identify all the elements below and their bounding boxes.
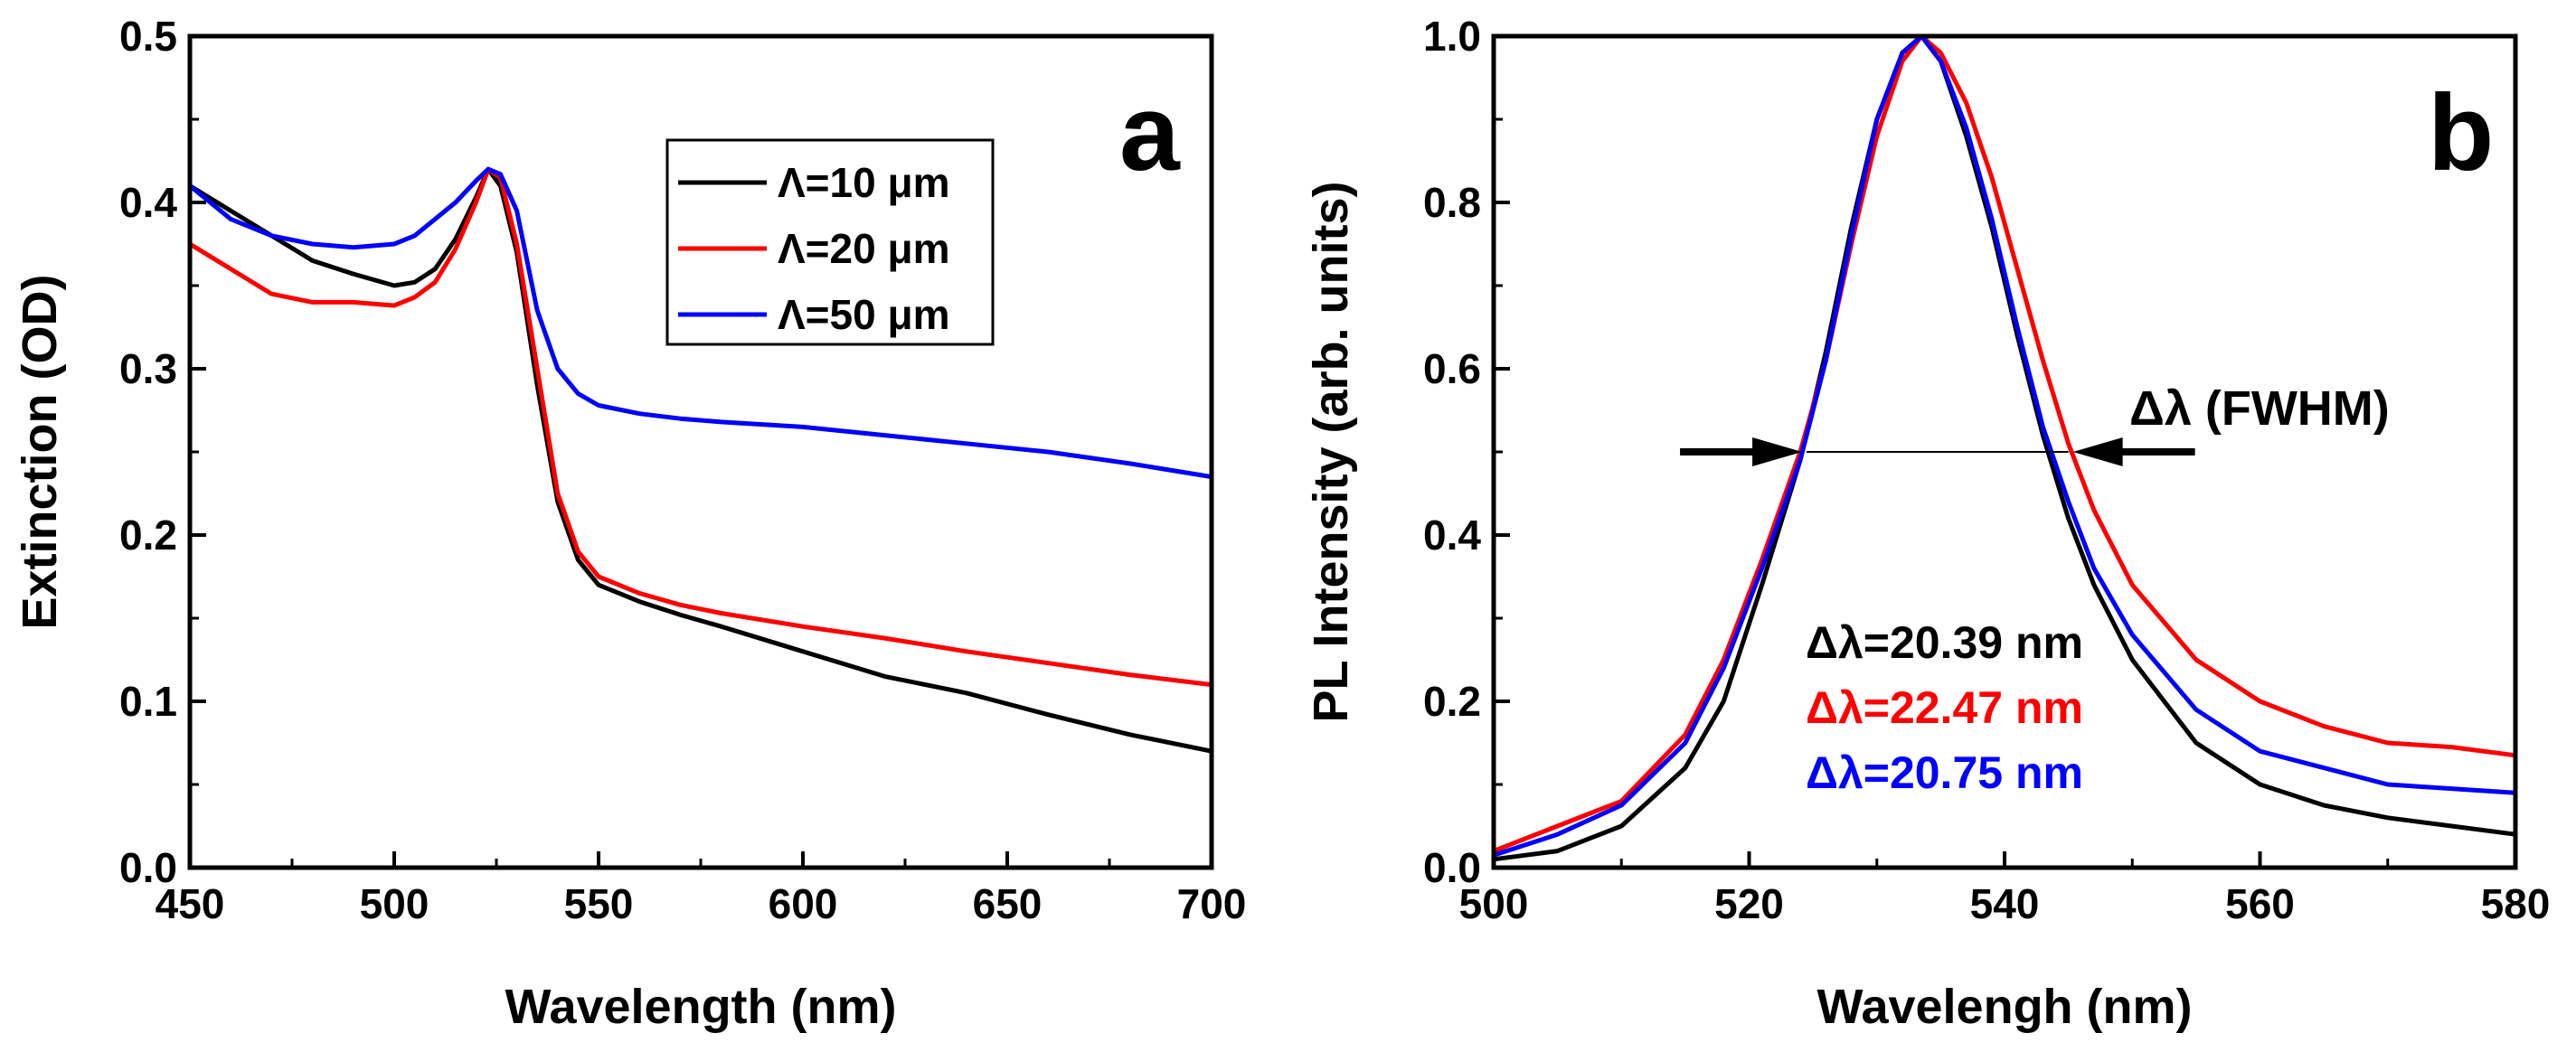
panel-b-x-tick-label: 580: [2481, 880, 2551, 927]
panel-b-x-tick-label: 540: [1970, 880, 2040, 927]
legend-label-0: Λ=10 μm: [778, 159, 950, 206]
panel-a-y-tick-label: 0.0: [119, 844, 177, 891]
panel-b-ticks: 500 520 540 560 580 0.0 0.2 0.4 0.6 0.8 1.0: [1423, 13, 2550, 927]
panel-a-series: [188, 166, 1213, 754]
panel-b-y-tick-label: 0.6: [1423, 345, 1481, 392]
panel-b-y-tick-label: 0.4: [1423, 512, 1481, 559]
panel-a-x-tick-label: 700: [1177, 880, 1247, 927]
panel-b-x-tick-label: 560: [2225, 880, 2295, 927]
panel-b-y-tick-label: 0.8: [1423, 179, 1481, 226]
panel-b-x-tick-label: 500: [1459, 880, 1529, 927]
panel-a-series-line-1: [188, 166, 1213, 688]
panel-b-series: [1493, 33, 2516, 862]
panel-a-x-tick-label: 600: [769, 880, 838, 927]
panel-a-x-tick-label: 450: [156, 880, 225, 927]
legend-label-2: Λ=50 μm: [778, 291, 950, 338]
panel-b-letter: b: [2428, 72, 2494, 193]
panel-b-y-tick-label: 0.2: [1423, 678, 1481, 725]
panel-a-series-line-2: [188, 166, 1213, 480]
panel-a-legend: Λ=10 μm Λ=20 μm Λ=50 μm: [665, 138, 995, 346]
fwhm-left-arrow-head: [1752, 437, 1803, 466]
panel-a-x-tick-label: 500: [360, 880, 429, 927]
annotation-red: Δλ=22.47 nm: [1806, 682, 2083, 733]
panel-a-x-axis-title: Wavelength (nm): [505, 980, 896, 1034]
panel-a-y-tick-label: 0.3: [119, 345, 177, 392]
panel-a-ticks: 450 500 550 600 650 700 0.0 0.1 0.2 0.3 0.4 0.5: [119, 13, 1246, 927]
panel-a-letter: a: [1119, 72, 1181, 193]
panel-a-y-axis-title: Extinction (OD): [13, 275, 67, 630]
panel-a-y-tick-label: 0.2: [119, 512, 177, 559]
annotation-black: Δλ=20.39 nm: [1806, 617, 2083, 668]
panel-a-y-tick-label: 0.5: [119, 13, 177, 60]
panel-a-x-tick-label: 650: [973, 880, 1043, 927]
panel-a-x-tick-label: 550: [564, 880, 634, 927]
panel-b-x-axis-title: Wavelengh (nm): [1816, 980, 2192, 1034]
fwhm-right-arrow-head: [2072, 437, 2123, 466]
panel-b-x-tick-label: 520: [1714, 880, 1784, 927]
legend-label-1: Λ=20 μm: [778, 225, 950, 272]
panel-a-y-tick-label: 0.4: [119, 179, 177, 226]
chart-panel-a: 450 500 550 600 650 700 0.0 0.1 0.2 0.3 0.4 0.5 a Λ…: [13, 13, 1246, 1034]
panel-b-y-tick-label: 1.0: [1423, 13, 1481, 60]
panel-b-y-axis-title: PL Intensity (arb. units): [1304, 181, 1358, 722]
fwhm-label: Δλ (FWHM): [2129, 381, 2390, 436]
fwhm-marker: [1680, 437, 2195, 466]
panel-b-y-tick-label: 0.0: [1423, 844, 1481, 891]
chart-panel-b: 500 520 540 560 580 0.0 0.2 0.4 0.6 0.8 1.0 b Δλ (…: [1304, 13, 2550, 1034]
panel-b-series-line-2: [1493, 33, 2516, 858]
legend-box: [665, 138, 995, 346]
panel-a-y-tick-label: 0.1: [119, 678, 177, 725]
annotation-blue: Δλ=20.75 nm: [1806, 747, 2083, 798]
panel-b-series-line-1: [1493, 33, 2516, 853]
